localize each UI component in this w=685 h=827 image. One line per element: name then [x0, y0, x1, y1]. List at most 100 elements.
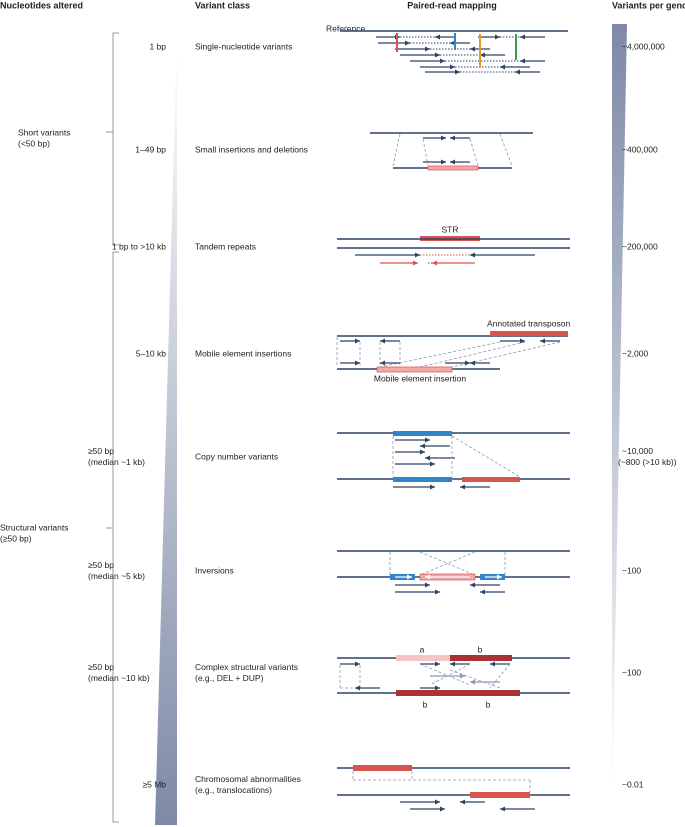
short-bracket — [106, 32, 119, 246]
read-arrow — [355, 338, 360, 344]
read-arrow — [435, 34, 440, 40]
variant-class: (e.g., DEL + DUP) — [195, 673, 264, 683]
read-arrow — [440, 58, 445, 64]
reference-label: Reference — [326, 23, 365, 33]
variant-class: Small insertions and deletions — [195, 144, 308, 154]
read-arrow — [500, 806, 505, 812]
size-label: (median ~1 kb) — [88, 457, 145, 467]
read-arrow — [520, 58, 525, 64]
group-sublabel: (<50 bp) — [18, 138, 50, 148]
read-arrow — [405, 40, 410, 46]
variant-count: (~800 (>10 kb)) — [618, 457, 677, 467]
read-arrow — [450, 40, 455, 46]
mei-label: Mobile element insertion — [374, 373, 466, 383]
read-arrow — [515, 69, 520, 75]
read-arrow — [430, 484, 435, 490]
read-arrow — [470, 46, 475, 52]
variant-class: Inversions — [195, 565, 234, 575]
segment-label: b — [486, 699, 491, 709]
read-arrow — [407, 574, 412, 580]
read-arrow — [450, 159, 455, 165]
read-arrow — [415, 252, 420, 258]
dashed-connector — [451, 435, 521, 478]
read-arrow — [420, 443, 425, 449]
dashed-connector — [422, 138, 429, 166]
dashed-connector — [499, 133, 513, 167]
read-arrow — [380, 360, 385, 366]
column-header: Nucleotides altered — [0, 0, 83, 10]
group-label: Structural variants — [0, 522, 69, 532]
translocated-segment — [353, 765, 412, 771]
read-arrow — [435, 589, 440, 595]
group-sublabel: (≥50 bp) — [0, 533, 32, 543]
transposon-label: Annotated transposon — [487, 318, 570, 328]
column-header: Paired-read mapping — [407, 0, 497, 10]
variant-class: (e.g., translocations) — [195, 785, 272, 795]
variant-count: ~100 — [622, 565, 641, 575]
variant-count: ~200,000 — [622, 241, 658, 251]
read-arrow — [420, 449, 425, 455]
duplicated-segment — [450, 655, 512, 661]
read-arrow — [520, 34, 525, 40]
variant-class: Mobile element insertions — [195, 348, 291, 358]
read-arrow — [435, 685, 440, 691]
size-label: ≥50 bp — [88, 662, 114, 672]
read-arrow — [450, 135, 455, 141]
dashed-connector — [392, 133, 401, 167]
read-arrow — [480, 589, 485, 595]
count-wedge — [612, 24, 627, 805]
read-arrow — [380, 338, 385, 344]
segment-label: a — [420, 644, 425, 654]
segment-label: b — [423, 699, 428, 709]
variant-class: Copy number variants — [195, 451, 278, 461]
size-label: ≥50 bp — [88, 446, 114, 456]
read-arrow — [425, 46, 430, 52]
variant-class: Tandem repeats — [195, 241, 256, 251]
dashed-connector — [489, 663, 511, 689]
size-label: (median ~10 kb) — [88, 673, 150, 683]
variant-count: ~10,000 — [622, 446, 653, 456]
read-arrow — [441, 159, 446, 165]
size-label: ≥50 bp — [88, 560, 114, 570]
duplicated-segment — [396, 690, 450, 696]
group-label: Short variants — [18, 127, 70, 137]
read-arrow — [470, 582, 475, 588]
dashed-connector — [419, 341, 526, 368]
dashed-connector — [449, 669, 501, 689]
read-arrow — [495, 34, 500, 40]
dashed-connector — [419, 663, 471, 686]
read-arrow — [480, 52, 485, 58]
insertion — [376, 366, 453, 373]
read-arrow — [435, 52, 440, 58]
read-arrow — [432, 260, 437, 266]
read-arrow — [430, 461, 435, 467]
str-label: STR — [442, 224, 459, 234]
variant-count: ~4,000,000 — [622, 41, 665, 51]
transposon — [490, 331, 568, 336]
size-label: 1 bp — [149, 41, 166, 51]
read-arrow — [355, 661, 360, 667]
read-arrow — [441, 135, 446, 141]
read-arrow — [450, 64, 455, 70]
duplicated-segment — [393, 431, 452, 436]
duplicated-segment — [393, 477, 452, 482]
read-arrow — [425, 582, 430, 588]
read-arrow — [440, 806, 445, 812]
size-label: (median ~5 kb) — [88, 571, 145, 581]
read-arrow — [455, 69, 460, 75]
read-arrow — [413, 260, 418, 266]
column-header: Variants per genome — [612, 0, 685, 10]
read-arrow — [470, 252, 475, 258]
variant-class: Chromosomal abnormalities — [195, 774, 301, 784]
variant-count: ~2,000 — [622, 348, 649, 358]
size-label: 1 bp to >10 kb — [112, 241, 166, 251]
structural-bracket — [106, 251, 119, 823]
read-arrow — [425, 455, 430, 461]
read-arrow — [520, 338, 525, 344]
read-arrow — [465, 360, 470, 366]
read-arrow — [450, 661, 455, 667]
read-arrow — [460, 799, 465, 805]
read-arrow — [500, 64, 505, 70]
read-arrow — [497, 574, 502, 580]
